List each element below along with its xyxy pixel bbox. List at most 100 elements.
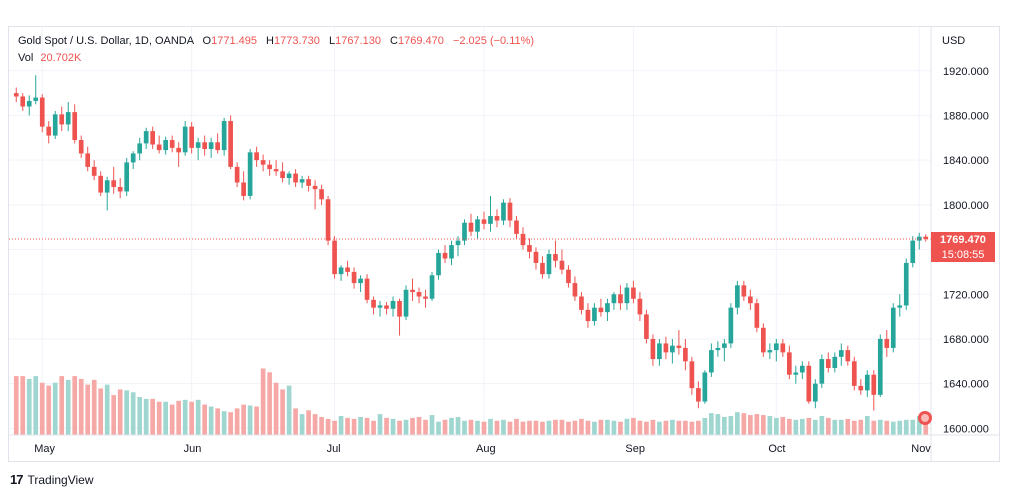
volume-bar <box>208 406 214 435</box>
volume-bar <box>715 414 721 435</box>
volume-bar <box>241 404 246 435</box>
volume-bar <box>916 416 922 435</box>
volume-bar <box>202 404 207 435</box>
candle <box>812 379 818 409</box>
candle <box>761 323 766 357</box>
candle <box>85 146 91 172</box>
candle <box>410 278 415 301</box>
candle-body <box>825 359 831 369</box>
candle-body <box>501 202 506 221</box>
candle <box>838 343 844 366</box>
volume-bar <box>377 414 383 435</box>
candle <box>241 171 246 201</box>
volume-bar <box>858 419 864 435</box>
high-value: 1773.730 <box>274 35 320 47</box>
volume-bar <box>806 417 812 435</box>
candle <box>501 199 506 225</box>
candle <box>709 343 714 377</box>
candle-body <box>130 153 136 163</box>
candle <box>189 122 194 154</box>
candle-body <box>722 343 727 348</box>
volume-label[interactable]: Vol <box>18 52 34 64</box>
tradingview-logo[interactable]: 17 TradingView <box>10 472 94 487</box>
volume-bar <box>488 418 493 435</box>
candle-body <box>871 374 877 395</box>
volume-bar <box>299 414 305 435</box>
candle-body <box>26 100 32 107</box>
candle <box>65 102 71 132</box>
candle-body <box>416 292 422 297</box>
candle <box>923 234 929 242</box>
candle-body <box>903 262 909 306</box>
candle <box>748 289 753 310</box>
volume-bar <box>728 416 734 435</box>
candle <box>169 135 175 153</box>
x-tick-label: Nov <box>911 443 931 455</box>
y-tick-label: 1640.000 <box>943 379 989 391</box>
volume-bar <box>215 408 220 435</box>
volume-bar <box>449 417 454 435</box>
candle <box>650 334 656 366</box>
candle-body <box>507 202 513 221</box>
candle <box>39 94 45 133</box>
candle <box>397 298 402 336</box>
volume-bar <box>189 401 194 435</box>
volume-bars <box>13 368 929 435</box>
candle-body <box>559 260 565 270</box>
candle <box>566 265 571 288</box>
candle-body <box>793 372 799 375</box>
volume-bar <box>98 388 104 435</box>
volume-bar <box>910 419 916 435</box>
volume-bar <box>306 410 311 435</box>
candle <box>416 287 422 304</box>
candle-body <box>566 269 571 284</box>
volume-bar <box>293 408 298 435</box>
candle-body <box>618 294 623 304</box>
axes: 1600.0001640.0001680.0001720.0001760.000… <box>9 27 1000 462</box>
candle-body <box>143 131 149 144</box>
volume-bar <box>819 416 825 435</box>
candle-body <box>208 142 214 149</box>
symbol-title[interactable]: Gold Spot / U.S. Dollar, 1D, OANDA <box>18 35 194 47</box>
volume-bar <box>111 395 117 435</box>
candle <box>98 171 104 196</box>
candle-body <box>624 287 630 304</box>
volume-bar <box>351 418 357 435</box>
candle-body <box>735 285 740 308</box>
x-tick-label: Sep <box>625 443 645 455</box>
candle-body <box>332 240 337 275</box>
candle-body <box>799 365 805 373</box>
volume-bar <box>13 376 19 435</box>
currency-label[interactable]: USD <box>942 35 966 47</box>
volume-bar <box>832 419 838 435</box>
volume-bar <box>683 420 688 435</box>
candle-body <box>410 289 415 293</box>
candle-body <box>598 307 604 313</box>
volume-bar <box>812 419 818 435</box>
volume-bar <box>319 416 324 435</box>
bar-countdown-tag: 15:08:55 <box>931 248 995 262</box>
candle <box>156 135 162 154</box>
candle <box>163 136 169 155</box>
candle-body <box>748 296 753 304</box>
candle <box>533 247 539 270</box>
candle <box>631 280 636 304</box>
candle-body <box>877 338 883 395</box>
volume-bar <box>702 417 708 435</box>
volume-bar <box>481 421 487 435</box>
volume-bar <box>618 421 623 435</box>
candle <box>299 175 305 189</box>
volume-bar <box>462 420 467 435</box>
volume-bar <box>247 405 253 435</box>
candle <box>605 298 610 322</box>
candle <box>442 245 448 263</box>
volume-bar <box>332 420 337 435</box>
candle-body <box>494 216 500 221</box>
volume-bar <box>871 420 877 435</box>
candle-body <box>364 278 370 300</box>
candle-body <box>579 296 584 310</box>
candle <box>657 338 662 366</box>
volume-bar <box>364 417 370 435</box>
candle-body <box>572 283 578 297</box>
